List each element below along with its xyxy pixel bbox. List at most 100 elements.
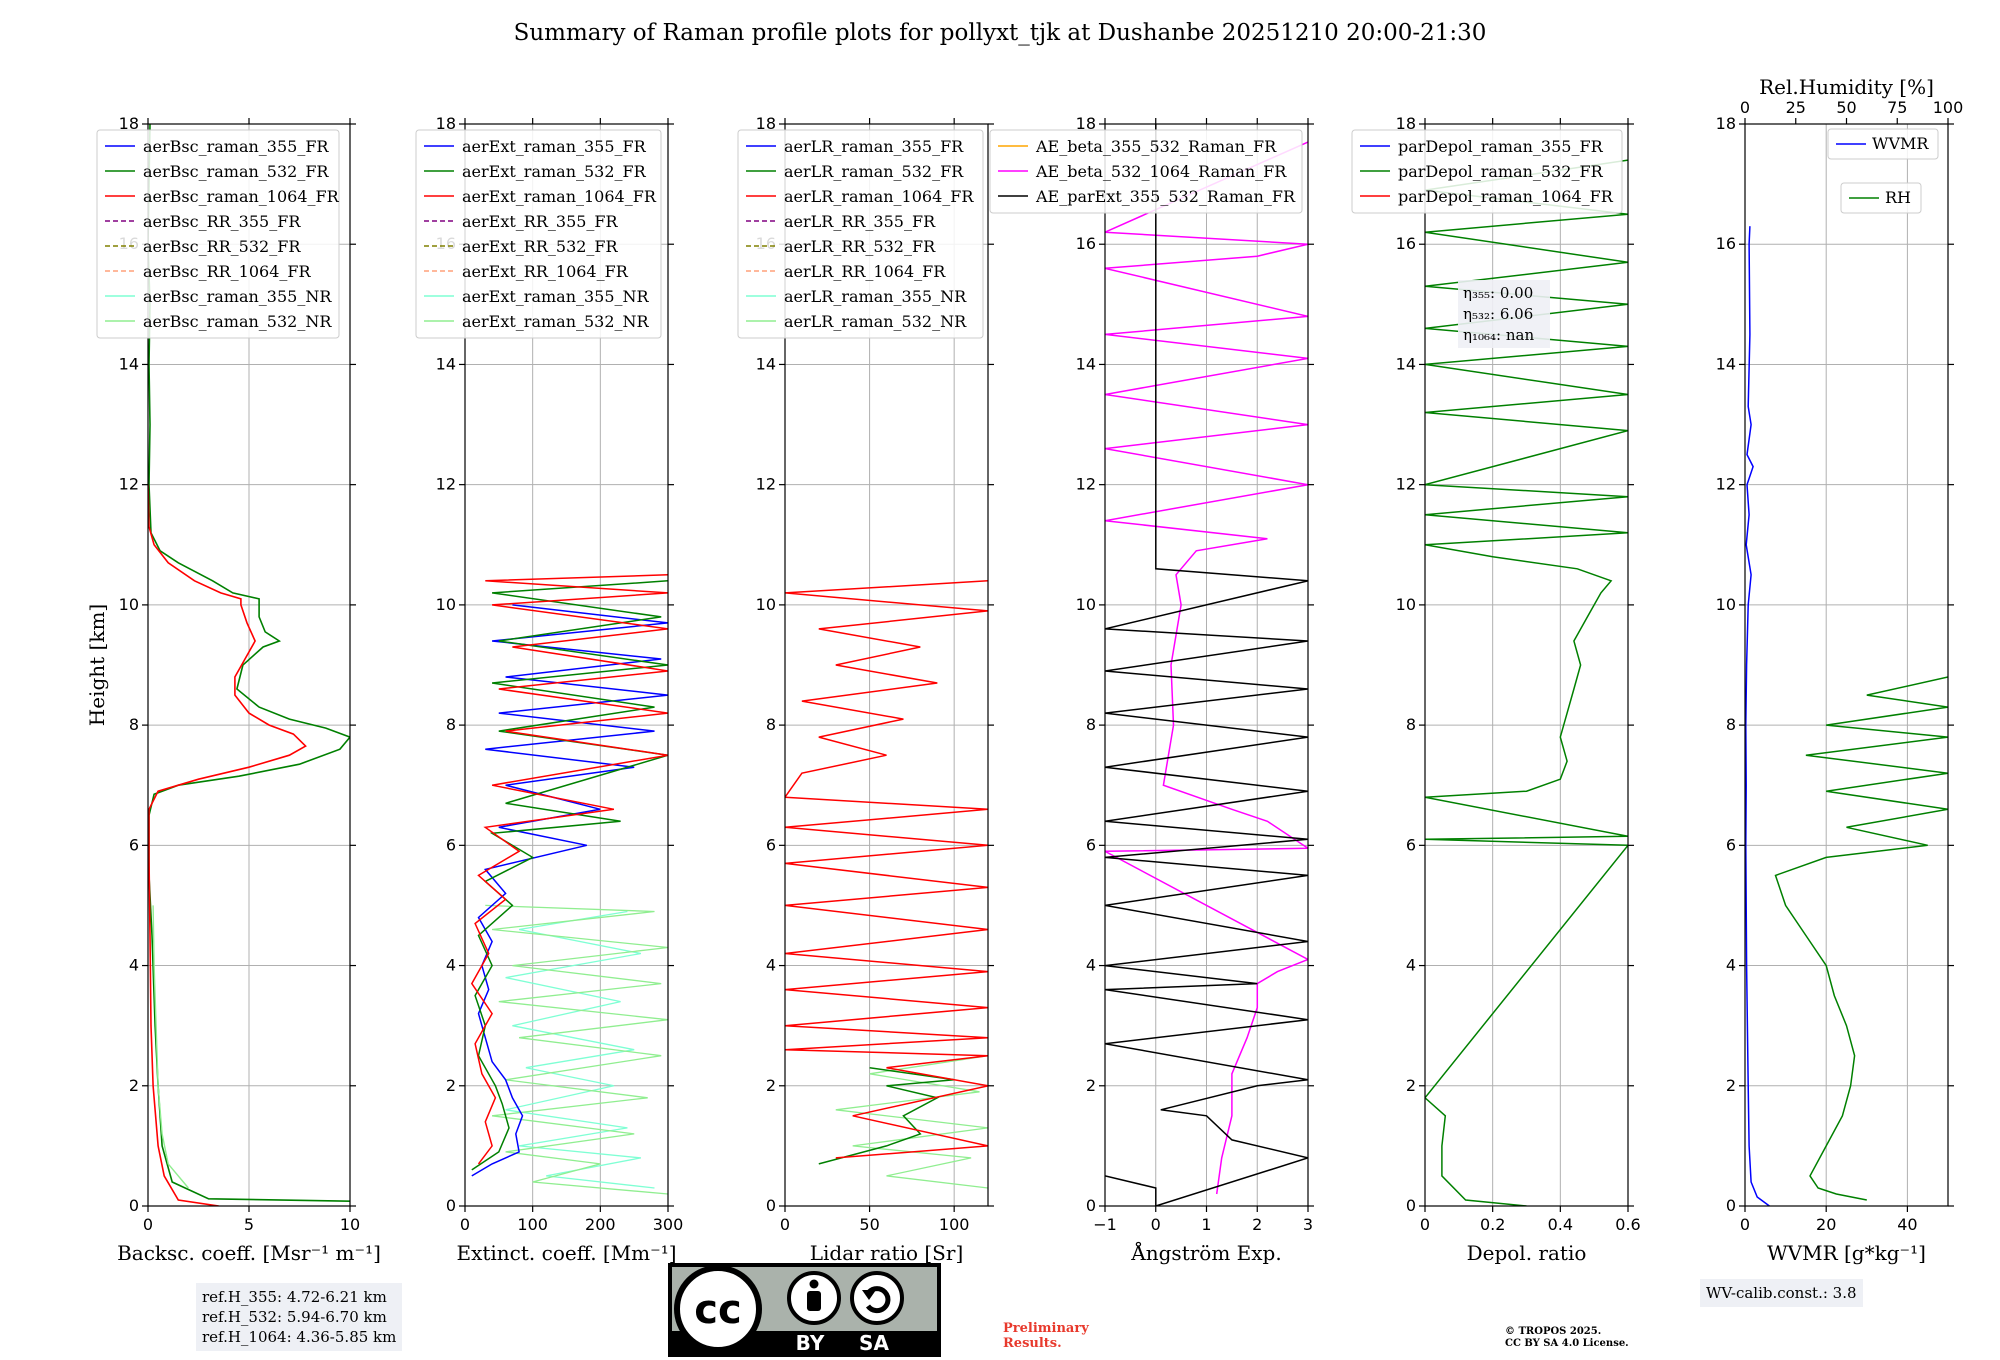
- by-icon-body: [807, 1291, 821, 1311]
- ref-height-355: ref.H_355: 4.72-6.21 km: [202, 1288, 387, 1306]
- legend-lr: aerLR_raman_355_FR aerLR_raman_532_FR aerL…: [737, 129, 984, 339]
- legend-label: AE_beta_355_532_Raman_FR: [1035, 137, 1277, 156]
- ytick-label: 2: [129, 1076, 139, 1095]
- xtick-label: 3: [1303, 1215, 1313, 1234]
- legend-label: aerLR_raman_355_FR: [784, 137, 964, 156]
- ytick-label: 0: [446, 1196, 456, 1215]
- sa-icon-arrow: [862, 1290, 876, 1300]
- ytick-label: 8: [1726, 715, 1736, 734]
- xtick-label: 0: [143, 1215, 153, 1234]
- top-xtick-label: 25: [1786, 98, 1806, 117]
- series-aerBsc_raman_1064_FR: [148, 484, 307, 1206]
- xtick-label: 0: [780, 1215, 790, 1234]
- ytick-label: 10: [756, 595, 776, 614]
- xtick-label: 0: [1740, 1215, 1750, 1234]
- ytick-label: 14: [1396, 354, 1416, 373]
- ytick-label: 0: [1726, 1196, 1736, 1215]
- legend-box: [1840, 182, 1922, 214]
- legend-label: parDepol_raman_532_FR: [1398, 162, 1604, 181]
- legend-label: aerBsc_raman_532_NR: [143, 312, 332, 331]
- ytick-label: 18: [119, 114, 139, 133]
- xlabel-bsc: Backsc. coeff. [Msr⁻¹ m⁻¹]: [117, 1241, 381, 1265]
- axes-frame-wv: [1744, 123, 1949, 1207]
- series-RH: [1774, 676, 1948, 1201]
- ref-height-1064: ref.H_1064: 4.36-5.85 km: [202, 1328, 397, 1346]
- ytick-label: 10: [1396, 595, 1416, 614]
- xtick-label: 40: [1897, 1215, 1917, 1234]
- legend-label: aerExt_raman_532_FR: [462, 162, 647, 181]
- ytick-label: 10: [436, 595, 456, 614]
- figure-title: Summary of Raman profile plots for polly…: [513, 20, 1487, 46]
- ytick-label: 4: [1086, 956, 1096, 975]
- xtick-label: 20: [1816, 1215, 1836, 1234]
- ytick-label: 4: [1726, 956, 1736, 975]
- legend-bsc: aerBsc_raman_355_FR aerBsc_raman_532_FRae…: [96, 129, 340, 339]
- panel-lr: 024681012141618050100Lidar ratio [Sr]aer…: [737, 114, 994, 1265]
- legend-box: [989, 129, 1303, 214]
- legend-label: aerExt_raman_532_NR: [462, 312, 650, 331]
- xlabel-lr: Lidar ratio [Sr]: [810, 1241, 964, 1265]
- ytick-label: 18: [436, 114, 456, 133]
- legend-ext: aerExt_raman_355_FR aerExt_raman_532_FRae…: [415, 129, 662, 339]
- ytick-label: 2: [1726, 1076, 1736, 1095]
- xtick-label: 100: [939, 1215, 970, 1234]
- ytick-label: 14: [1716, 354, 1736, 373]
- series-AE_beta_532_1064_Raman_FR: [1105, 141, 1308, 1195]
- legend-label: aerBsc_raman_532_FR: [143, 162, 329, 181]
- series-group-ae: [1105, 124, 1308, 1206]
- cc-text: cc: [694, 1287, 741, 1333]
- ytick-label: 14: [119, 354, 139, 373]
- copyright-line-1: © TROPOS 2025.: [1505, 1326, 1602, 1337]
- xtick-label: 50: [859, 1215, 879, 1234]
- legend-label: aerLR_raman_532_NR: [784, 312, 967, 331]
- wv-calib-const: WV-calib.const.: 3.8: [1706, 1284, 1857, 1302]
- legend-label: aerExt_raman_355_FR: [462, 137, 647, 156]
- legend-label: aerExt_raman_1064_FR: [462, 187, 657, 206]
- legend-label: parDepol_raman_1064_FR: [1398, 187, 1614, 206]
- xtick-label: 300: [653, 1215, 684, 1234]
- annotation-line: η₃₅₅: 0.00: [1463, 284, 1533, 302]
- ytick-label: 18: [1076, 114, 1096, 133]
- ytick-label: 4: [766, 956, 776, 975]
- xlabel-ext: Extinct. coeff. [Mm⁻¹]: [456, 1241, 676, 1265]
- ytick-label: 4: [129, 956, 139, 975]
- ytick-label: 16: [1396, 234, 1416, 253]
- xlabel-depol: Depol. ratio: [1467, 1241, 1587, 1265]
- series-group-wv: [1745, 226, 1948, 1206]
- top-xtick-label: 0: [1740, 98, 1750, 117]
- sa-icon-arc: [865, 1286, 891, 1314]
- ytick-label: 4: [446, 956, 456, 975]
- series-aerLR_raman_532_FR: [818, 1066, 955, 1165]
- ytick-label: 4: [1406, 956, 1416, 975]
- ytick-label: 12: [436, 475, 456, 494]
- xtick-label: 0: [1420, 1215, 1430, 1234]
- series-group-lr: [785, 580, 988, 1189]
- ytick-label: 12: [1076, 475, 1096, 494]
- ytick-label: 18: [1716, 114, 1736, 133]
- legend-label: aerLR_RR_355_FR: [784, 212, 936, 231]
- legend-box: [96, 129, 340, 339]
- panel-ext: 0246810121416180100200300Extinct. coeff.…: [415, 114, 684, 1265]
- series-aerExt_raman_1064_FR: [470, 574, 668, 1165]
- legend-box: [737, 129, 984, 339]
- license-badge: cc BY SA: [668, 1263, 941, 1357]
- series-aerLR_raman_1064_FR: [785, 580, 988, 1159]
- ref-height-box: ref.H_355: 4.72-6.21 km ref.H_532: 5.94-…: [196, 1283, 403, 1351]
- top-xtick-label: 100: [1933, 98, 1964, 117]
- cc-icon: [674, 1265, 762, 1353]
- ytick-label: 2: [446, 1076, 456, 1095]
- copyright-line-2: CC BY SA 4.0 License.: [1505, 1338, 1629, 1349]
- top-xtick-label: 75: [1887, 98, 1907, 117]
- ytick-label: 6: [446, 835, 456, 854]
- ytick-label: 6: [1406, 835, 1416, 854]
- xtick-label: 0.2: [1480, 1215, 1505, 1234]
- annotation-line: η₁₀₆₄: nan: [1463, 326, 1534, 344]
- axes-frame-ext: [464, 123, 669, 1207]
- preliminary-line-2: Results.: [1003, 1336, 1062, 1351]
- xtick-label: 1: [1201, 1215, 1211, 1234]
- series-group-bsc: [148, 124, 350, 1206]
- panel-depol: 0 2 4 6 8 10 12 14 16 18 0 0.2 0.4 0.6 Depol. ratio par…: [1351, 114, 1641, 1265]
- legend-label: aerExt_raman_355_NR: [462, 287, 650, 306]
- xtick-label: 10: [340, 1215, 360, 1234]
- legend-ae: AE_beta_355_532_Raman_FR AE_beta_532_1064…: [989, 129, 1303, 214]
